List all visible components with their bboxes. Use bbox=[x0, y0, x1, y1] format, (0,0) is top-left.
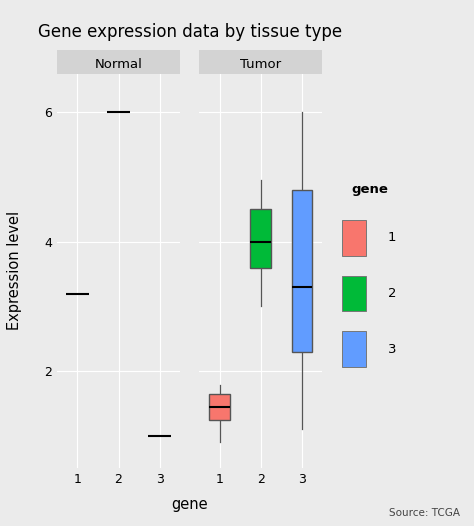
Text: Tumor: Tumor bbox=[240, 58, 281, 70]
Text: 2: 2 bbox=[388, 287, 396, 300]
Bar bbox=[342, 331, 366, 368]
Bar bbox=[210, 394, 230, 420]
Bar bbox=[250, 209, 271, 268]
Text: Source: TCGA: Source: TCGA bbox=[389, 508, 460, 518]
Text: gene: gene bbox=[352, 183, 389, 196]
Text: Normal: Normal bbox=[94, 58, 143, 70]
Text: 1: 1 bbox=[388, 231, 396, 244]
Text: 3: 3 bbox=[388, 343, 396, 356]
Text: Gene expression data by tissue type: Gene expression data by tissue type bbox=[37, 23, 342, 41]
Text: gene: gene bbox=[171, 498, 208, 512]
Text: Expression level: Expression level bbox=[7, 211, 22, 330]
Bar bbox=[342, 276, 366, 311]
Bar bbox=[342, 219, 366, 256]
Bar bbox=[292, 190, 312, 352]
